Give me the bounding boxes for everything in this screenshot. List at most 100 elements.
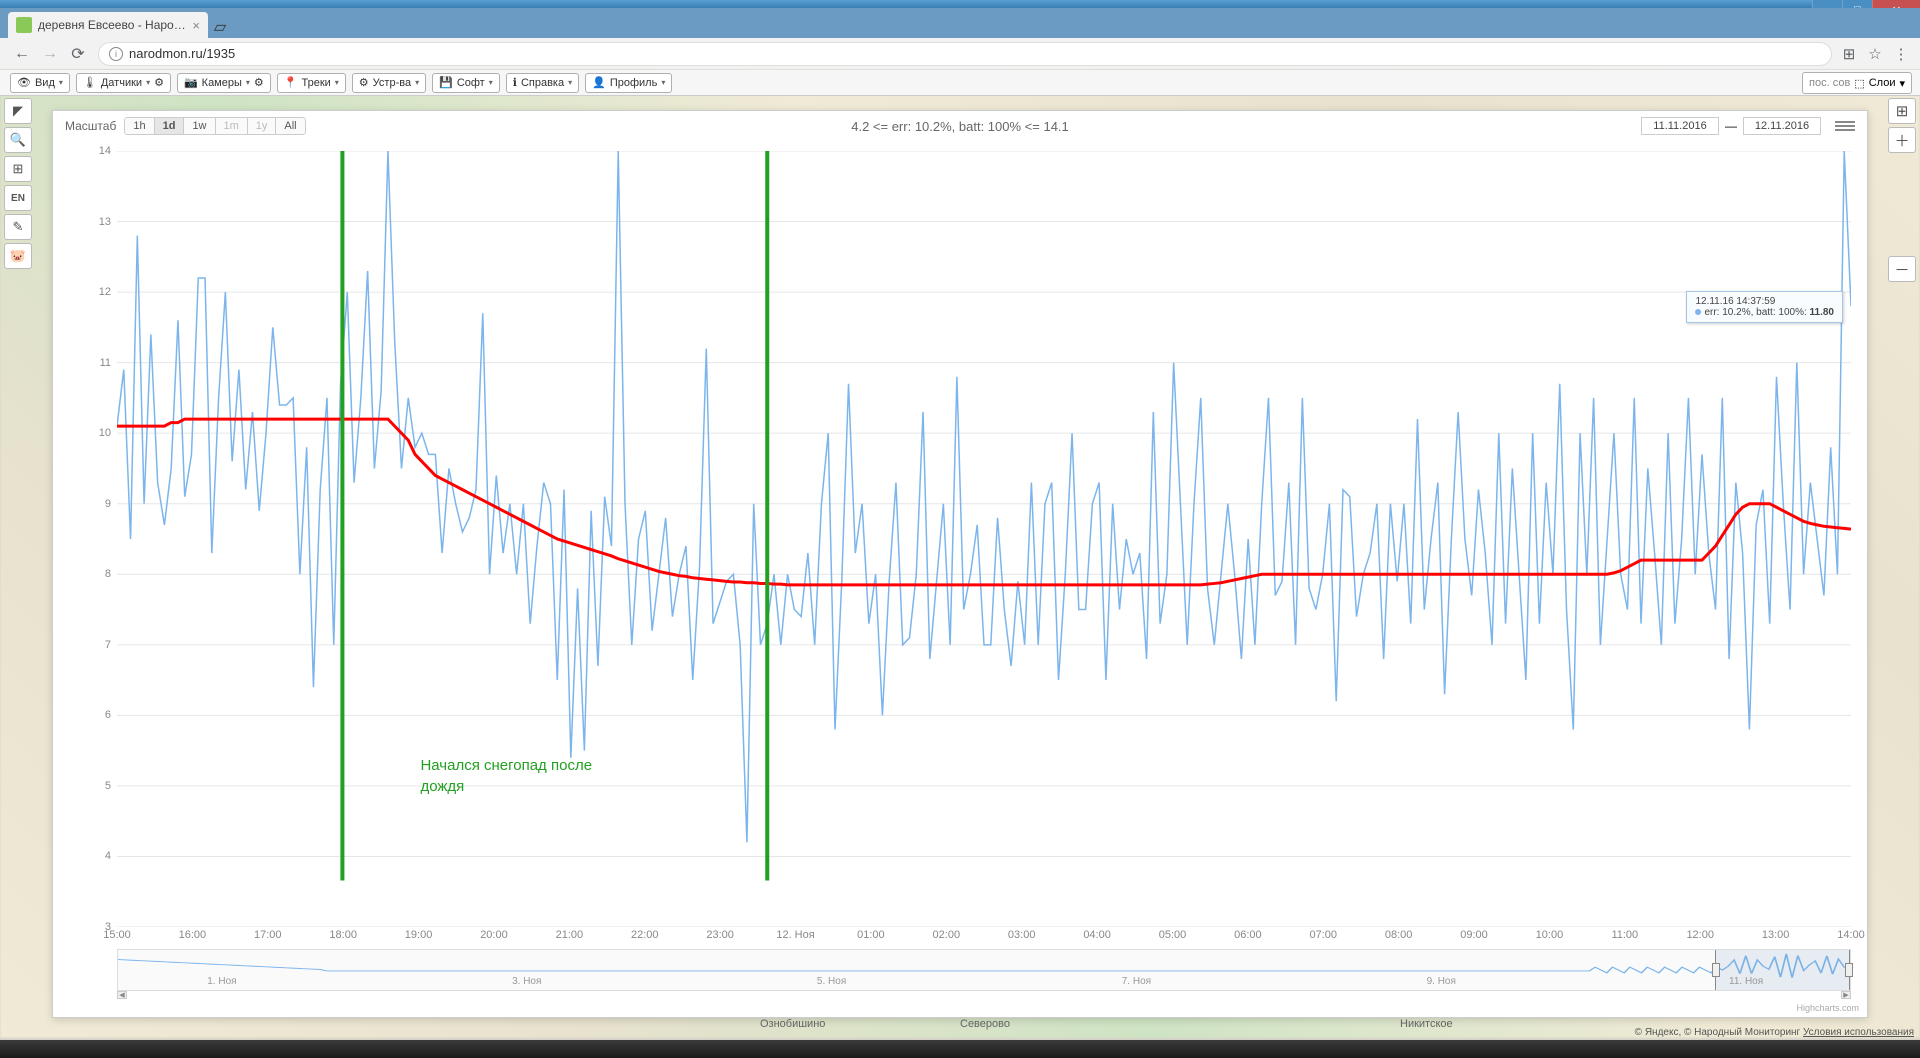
scale-btn-1w[interactable]: 1w xyxy=(184,118,215,134)
chart-plot-area[interactable]: 34567891011121314 Начался снегопад после… xyxy=(117,151,1851,927)
navigator-scrollbar[interactable]: ◀ ▶ xyxy=(117,991,1851,999)
new-tab-button[interactable]: ▱ xyxy=(208,16,232,38)
chart-svg xyxy=(117,151,1851,927)
windows-taskbar[interactable] xyxy=(0,1040,1920,1058)
edit-button[interactable]: ✎ xyxy=(4,214,32,240)
chart-header: Масштаб 1h1d1w1m1yAll 4.2 <= err: 10.2%,… xyxy=(53,111,1867,141)
date-from-input[interactable] xyxy=(1641,117,1719,135)
navigator-label: 3. Ноя xyxy=(512,976,541,987)
x-tick-label: 13:00 xyxy=(1762,929,1790,941)
scale-button-group: 1h1d1w1m1yAll xyxy=(124,117,305,135)
navigator-label: 9. Ноя xyxy=(1427,976,1456,987)
chart-annotation: Начался снегопад после дождя xyxy=(420,756,592,797)
url-field[interactable]: i narodmon.ru/1935 xyxy=(98,42,1832,66)
map-place-labels: Ознобишино Северово Никитское xyxy=(0,1018,1920,1036)
navigator-handle-right[interactable] xyxy=(1845,963,1853,977)
x-tick-label: 08:00 xyxy=(1385,929,1413,941)
view-menu-button[interactable]: 👁 Вид ▾ xyxy=(10,73,70,93)
date-to-input[interactable] xyxy=(1743,117,1821,135)
nav-forward-button[interactable]: → xyxy=(36,40,64,68)
x-tick-label: 10:00 xyxy=(1536,929,1564,941)
profile-menu-button[interactable]: 👤 Профиль ▾ xyxy=(585,73,672,93)
x-tick-label: 19:00 xyxy=(405,929,433,941)
navigator-label: 7. Ноя xyxy=(1122,976,1151,987)
map-right-toolbar: ⊞ ＋ － xyxy=(1888,98,1916,282)
y-tick-label: 7 xyxy=(105,639,111,651)
y-tick-label: 4 xyxy=(105,850,111,862)
search-button[interactable]: 🔍 xyxy=(4,127,32,153)
x-tick-label: 18:00 xyxy=(329,929,357,941)
tooltip-time: 12.11.16 14:37:59 xyxy=(1695,296,1834,307)
x-tick-label: 22:00 xyxy=(631,929,659,941)
x-tick-label: 06:00 xyxy=(1234,929,1262,941)
y-tick-label: 12 xyxy=(99,286,111,298)
chart-panel: Масштаб 1h1d1w1m1yAll 4.2 <= err: 10.2%,… xyxy=(52,110,1868,1018)
x-tick-label: 05:00 xyxy=(1159,929,1187,941)
chart-tooltip: 12.11.16 14:37:59 err: 10.2%, batt: 100%… xyxy=(1686,291,1843,323)
apps-icon[interactable]: ⊞ xyxy=(1838,43,1860,65)
y-tick-label: 9 xyxy=(105,498,111,510)
x-tick-label: 09:00 xyxy=(1460,929,1488,941)
soft-menu-button[interactable]: 💾 Софт ▾ xyxy=(432,73,500,93)
cameras-menu-button[interactable]: 📷 Камеры ▾ ⚙ xyxy=(177,73,271,93)
nav-reload-button[interactable]: ⟳ xyxy=(64,40,92,68)
site-info-icon[interactable]: i xyxy=(109,47,123,61)
window-chrome xyxy=(0,0,1920,8)
map-place-label: Ознобишино xyxy=(760,1018,825,1030)
x-tick-label: 20:00 xyxy=(480,929,508,941)
browser-tab[interactable]: деревня Евсеево - Наро… × xyxy=(8,12,208,38)
nav-back-button[interactable]: ← xyxy=(8,40,36,68)
piggy-button[interactable]: 🐷 xyxy=(4,243,32,269)
y-tick-label: 11 xyxy=(100,357,111,369)
help-menu-button[interactable]: ℹ Справка ▾ xyxy=(506,73,579,93)
x-tick-label: 15:00 xyxy=(103,929,131,941)
highcharts-credit[interactable]: Highcharts.com xyxy=(1796,1003,1859,1013)
navigator-handle-left[interactable] xyxy=(1712,963,1720,977)
x-tick-label: 11:00 xyxy=(1611,929,1638,941)
y-tick-label: 13 xyxy=(99,216,111,228)
layers-button[interactable]: пос. сов ⬚ Слои ▾ xyxy=(1802,72,1912,94)
y-tick-label: 10 xyxy=(99,427,111,439)
x-tick-label: 07:00 xyxy=(1309,929,1337,941)
scale-btn-All[interactable]: All xyxy=(276,118,304,134)
scrollbar-left-arrow[interactable]: ◀ xyxy=(117,991,127,999)
tracks-menu-button[interactable]: 📍 Треки ▾ xyxy=(277,73,346,93)
x-tick-label: 04:00 xyxy=(1083,929,1111,941)
browser-tab-bar: деревня Евсеево - Наро… × ▱ xyxy=(0,8,1920,38)
fullscreen-button[interactable]: ⊞ xyxy=(1888,98,1916,124)
tooltip-dot-icon xyxy=(1695,309,1701,315)
chart-menu-icon[interactable] xyxy=(1835,117,1855,135)
url-text: narodmon.ru/1935 xyxy=(129,46,235,61)
bookmark-star-icon[interactable]: ☆ xyxy=(1864,43,1886,65)
x-tick-label: 23:00 xyxy=(706,929,734,941)
zoom-in-button[interactable]: ＋ xyxy=(1888,127,1916,153)
map-place-label: Никитское xyxy=(1400,1018,1453,1030)
navigator-label: 5. Ноя xyxy=(817,976,846,987)
scale-btn-1d[interactable]: 1d xyxy=(155,118,185,134)
navigator-label: 1. Ноя xyxy=(207,976,236,987)
navigator-label: 11. Ноя xyxy=(1729,976,1763,987)
x-tick-label: 16:00 xyxy=(179,929,207,941)
chart-navigator[interactable]: 1. Ноя 3. Ноя 5. Ноя 7. Ноя 9. Ноя 11. Ноя xyxy=(117,949,1851,991)
sensors-menu-button[interactable]: 🌡 Датчики ▾ ⚙ xyxy=(76,73,171,93)
chart-title: 4.2 <= err: 10.2%, batt: 100% <= 14.1 xyxy=(851,119,1069,134)
tooltip-value: 11.80 xyxy=(1810,307,1834,318)
scale-btn-1y: 1y xyxy=(248,118,277,134)
tab-close-icon[interactable]: × xyxy=(192,18,200,33)
browser-menu-icon[interactable]: ⋮ xyxy=(1890,43,1912,65)
zoom-out-button[interactable]: － xyxy=(1888,256,1916,282)
devices-menu-button[interactable]: ⚙ Устр-ва ▾ xyxy=(352,73,426,93)
narodmon-toolbar: 👁 Вид ▾ 🌡 Датчики ▾ ⚙ 📷 Камеры ▾ ⚙ 📍 Тре… xyxy=(0,70,1920,96)
tooltip-label: err: 10.2%, batt: 100%: xyxy=(1704,307,1806,318)
map-place-label: Северово xyxy=(960,1018,1010,1030)
x-tick-label: 02:00 xyxy=(933,929,961,941)
grid-button[interactable]: ⊞ xyxy=(4,156,32,182)
scrollbar-right-arrow[interactable]: ▶ xyxy=(1841,991,1851,999)
y-tick-label: 6 xyxy=(105,709,111,721)
scale-btn-1h[interactable]: 1h xyxy=(125,118,154,134)
terms-link[interactable]: Условия использования xyxy=(1803,1027,1914,1038)
locate-button[interactable]: ◤ xyxy=(4,98,32,124)
lang-button[interactable]: EN xyxy=(4,185,32,211)
date-separator: — xyxy=(1725,119,1737,133)
x-tick-label: 14:00 xyxy=(1837,929,1865,941)
